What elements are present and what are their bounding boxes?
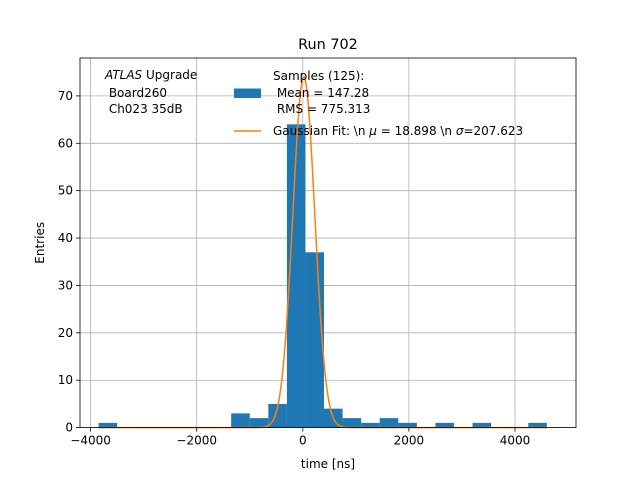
- x-axis-label: time [ns]: [301, 457, 355, 471]
- y-tick-label-0: 0: [65, 421, 73, 435]
- y-tick-label-4: 40: [58, 231, 73, 245]
- atlas-annotation: ATLAS Upgrade Board260 Ch023 35dB: [104, 68, 197, 116]
- histogram-bar-7: [342, 418, 362, 428]
- histogram-bar-0: [98, 422, 118, 428]
- plot-frame: [79, 57, 577, 429]
- legend-histogram-line-3: RMS = 775.313: [273, 102, 370, 116]
- x-tick-label-1: −2000: [176, 434, 217, 448]
- y-tick-label-2: 20: [58, 326, 73, 340]
- annotation-line-1: ATLAS Upgrade: [104, 68, 197, 82]
- y-tick-label-1: 10: [58, 373, 73, 387]
- legend: Samples (125): Mean = 147.28 RMS = 775.3…: [234, 69, 523, 138]
- histogram-bar-1: [231, 413, 250, 428]
- histogram-bar-11: [435, 422, 454, 428]
- legend-histogram-line-2: Mean = 147.28: [273, 86, 369, 100]
- x-tick-label-4: 4000: [500, 434, 531, 448]
- histogram-bar-2: [249, 418, 269, 428]
- y-axis-ticks: 0 10 20 30 40 50 60 70: [58, 89, 80, 435]
- histogram-bar-8: [361, 422, 380, 428]
- y-tick-label-5: 50: [58, 184, 73, 198]
- histogram-bar-10: [398, 422, 417, 428]
- annotation-line-2: Board260: [105, 86, 167, 100]
- histogram-bar-9: [379, 418, 399, 428]
- legend-fit-label: Gaussian Fit: \n μ = 18.898 \n σ=207.623: [273, 124, 523, 138]
- annotation-line-3: Ch023 35dB: [105, 102, 183, 116]
- x-axis-ticks: −4000 −2000 0 2000 4000: [70, 427, 531, 448]
- histogram-bar-12: [472, 422, 492, 428]
- x-tick-label-0: −4000: [70, 434, 111, 448]
- y-tick-label-7: 70: [58, 89, 73, 103]
- x-tick-label-2: 0: [299, 434, 307, 448]
- histogram-bars: [98, 124, 547, 428]
- histogram-bar-4: [286, 124, 306, 428]
- y-tick-label-6: 60: [58, 136, 73, 150]
- histogram-bar-5: [305, 252, 325, 428]
- y-axis-label: Entries: [33, 222, 47, 264]
- histogram-bar-13: [528, 422, 547, 428]
- legend-histogram-swatch: [234, 88, 261, 98]
- y-tick-label-3: 30: [58, 278, 73, 292]
- x-tick-label-3: 2000: [394, 434, 425, 448]
- chart-title: Run 702: [298, 37, 358, 53]
- legend-histogram-line-1: Samples (125):: [273, 69, 364, 83]
